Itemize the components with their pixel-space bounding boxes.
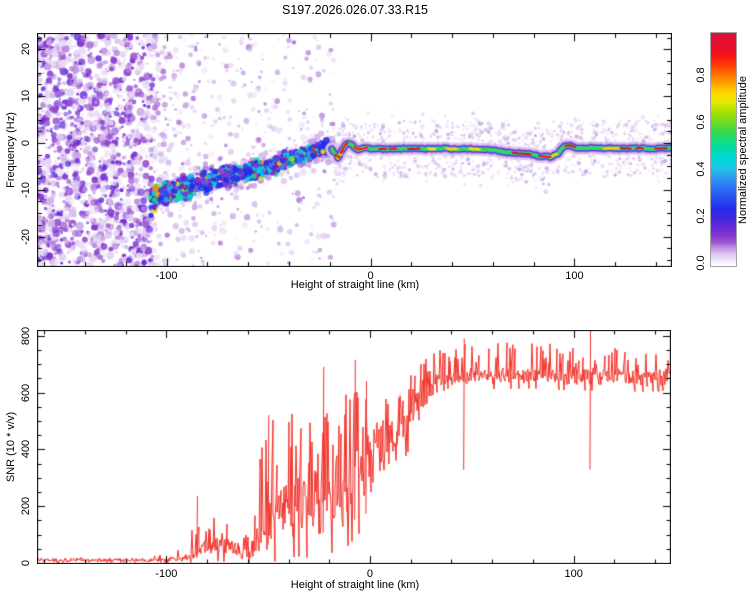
plot-title: S197.2026.026.07.33.R15 <box>282 3 428 17</box>
tick-label: 100 <box>564 568 583 580</box>
tick-label: 100 <box>565 270 584 282</box>
snr-canvas <box>37 330 671 564</box>
tick-label: 0 <box>20 139 32 147</box>
tick-label: 400 <box>20 440 32 459</box>
spectrogram-xlabel: Height of straight line (km) <box>290 279 420 291</box>
tick-label: 800 <box>20 326 32 345</box>
colorbar-label: Normalized spectral amplitude <box>737 76 749 224</box>
tick-label: 0 <box>20 559 32 567</box>
tick-label: -100 <box>155 568 178 580</box>
colorbar-gradient <box>710 32 737 267</box>
tick-label: 10 <box>20 90 32 103</box>
tick-label: -10 <box>20 181 32 198</box>
tick-label: 600 <box>20 383 32 402</box>
snr-xlabel: Height of straight line (km) <box>290 579 420 591</box>
tick-label: 200 <box>20 496 32 516</box>
tick-label: 0 <box>366 568 374 580</box>
spectrogram-ylabel: Frequency (Hz) <box>5 112 17 188</box>
tick-label: 0.6 <box>695 113 707 130</box>
tick-label: 0 <box>367 270 374 282</box>
tick-label: 20 <box>20 43 32 56</box>
tick-label: 0.0 <box>695 255 707 271</box>
tick-label: 0.8 <box>695 66 707 83</box>
spectrogram-canvas <box>37 33 672 267</box>
tick-label: -100 <box>155 270 178 282</box>
tick-label: -20 <box>20 228 32 245</box>
snr-ylabel: SNR (10 * v/v) <box>5 411 17 483</box>
tick-label: 0.4 <box>695 161 707 177</box>
tick-label: 0.2 <box>695 208 707 224</box>
